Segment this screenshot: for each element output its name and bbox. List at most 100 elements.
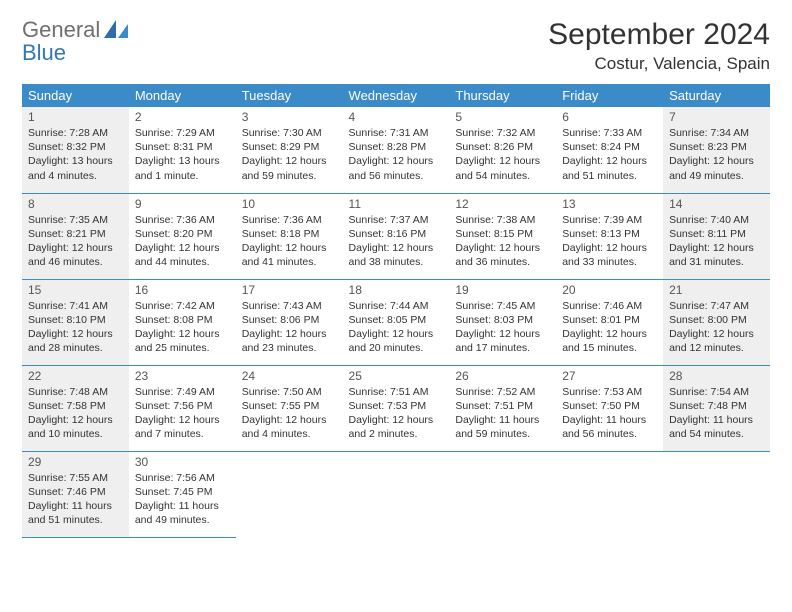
day-cell: 20Sunrise: 7:46 AMSunset: 8:01 PMDayligh… [556, 279, 663, 365]
day-text: Sunrise: 7:32 AMSunset: 8:26 PMDaylight:… [455, 126, 550, 183]
day-cell: 7 Sunrise: 7:34 AMSunset: 8:23 PMDaylight… [663, 107, 770, 193]
day-cell: 2Sunrise: 7:29 AMSunset: 8:31 PMDaylight… [129, 107, 236, 193]
day-cell: 25 Sunrise: 7:51 AMSunset: 7:53 PMDayligh… [343, 365, 450, 451]
day-cell: 3 Sunrise: 7:30 AMSunset: 8:29 PMDaylight… [236, 107, 343, 193]
location: Costur, Valencia, Spain [548, 54, 770, 74]
day-cell: 19Sunrise: 7:45 AMSunset: 8:03 PMDayligh… [449, 279, 556, 365]
day-cell: 26 Sunrise: 7:52 AMSunset: 7:51 PMDayligh… [449, 365, 556, 451]
week-row: 8 Sunrise: 7:35 AMSunset: 8:21 PMDaylight… [22, 193, 770, 279]
day-number: 3 [242, 110, 337, 124]
day-text: Sunrise: 7:37 AMSunset: 8:16 PMDaylight:… [349, 213, 444, 270]
day-cell: 21Sunrise: 7:47 AMSunset: 8:00 PMDayligh… [663, 279, 770, 365]
day-number: 16 [135, 283, 230, 297]
day-cell: 30 Sunrise: 7:56 AMSunset: 7:45 PMDayligh… [129, 451, 236, 537]
day-cell: 15 Sunrise: 7:41 AMSunset: 8:10 PMDayligh… [22, 279, 129, 365]
day-cell: 27Sunrise: 7:53 AMSunset: 7:50 PMDayligh… [556, 365, 663, 451]
day-cell: 18Sunrise: 7:44 AMSunset: 8:05 PMDayligh… [343, 279, 450, 365]
day-text: Sunrise: 7:31 AMSunset: 8:28 PMDaylight:… [349, 126, 444, 183]
day-cell: 12Sunrise: 7:38 AMSunset: 8:15 PMDayligh… [449, 193, 556, 279]
day-cell: 13 Sunrise: 7:39 AMSunset: 8:13 PMDayligh… [556, 193, 663, 279]
day-text: Sunrise: 7:48 AMSunset: 7:58 PMDaylight:… [28, 385, 123, 442]
header: General Blue September 2024 Costur, Vale… [22, 18, 770, 74]
day-number: 5 [455, 110, 550, 124]
logo: General Blue [22, 18, 130, 64]
day-number: 11 [349, 197, 444, 211]
day-text: Sunrise: 7:49 AMSunset: 7:56 PMDaylight:… [135, 385, 230, 442]
day-number: 28 [669, 369, 764, 383]
dow-row: SundayMondayTuesdayWednesdayThursdayFrid… [22, 84, 770, 107]
day-text: Sunrise: 7:34 AMSunset: 8:23 PMDaylight:… [669, 126, 764, 183]
day-text: Sunrise: 7:43 AMSunset: 8:06 PMDaylight:… [242, 299, 337, 356]
day-cell: 9 Sunrise: 7:36 AMSunset: 8:20 PMDaylight… [129, 193, 236, 279]
day-number: 22 [28, 369, 123, 383]
calendar-body: 1Sunrise: 7:28 AMSunset: 8:32 PMDaylight… [22, 107, 770, 537]
day-number: 15 [28, 283, 123, 297]
day-number: 7 [669, 110, 764, 124]
day-number: 8 [28, 197, 123, 211]
logo-text: General Blue [22, 18, 100, 64]
empty-cell [343, 451, 450, 537]
day-number: 9 [135, 197, 230, 211]
day-text: Sunrise: 7:51 AMSunset: 7:53 PMDaylight:… [349, 385, 444, 442]
empty-cell [663, 451, 770, 537]
day-number: 18 [349, 283, 444, 297]
day-cell: 4 Sunrise: 7:31 AMSunset: 8:28 PMDaylight… [343, 107, 450, 193]
day-text: Sunrise: 7:36 AMSunset: 8:18 PMDaylight:… [242, 213, 337, 270]
day-number: 2 [135, 110, 230, 124]
calendar-head: SundayMondayTuesdayWednesdayThursdayFrid… [22, 84, 770, 107]
day-text: Sunrise: 7:36 AMSunset: 8:20 PMDaylight:… [135, 213, 230, 270]
logo-sail-icon [102, 18, 130, 42]
dow-2: Tuesday [236, 84, 343, 107]
dow-0: Sunday [22, 84, 129, 107]
empty-cell [556, 451, 663, 537]
day-cell: 6Sunrise: 7:33 AMSunset: 8:24 PMDaylight… [556, 107, 663, 193]
day-text: Sunrise: 7:55 AMSunset: 7:46 PMDaylight:… [28, 471, 123, 528]
day-number: 4 [349, 110, 444, 124]
week-row: 1Sunrise: 7:28 AMSunset: 8:32 PMDaylight… [22, 107, 770, 193]
title-block: September 2024 Costur, Valencia, Spain [548, 18, 770, 74]
week-row: 15 Sunrise: 7:41 AMSunset: 8:10 PMDayligh… [22, 279, 770, 365]
day-number: 10 [242, 197, 337, 211]
day-cell: 24Sunrise: 7:50 AMSunset: 7:55 PMDayligh… [236, 365, 343, 451]
day-cell: 8 Sunrise: 7:35 AMSunset: 8:21 PMDaylight… [22, 193, 129, 279]
day-text: Sunrise: 7:30 AMSunset: 8:29 PMDaylight:… [242, 126, 337, 183]
day-number: 25 [349, 369, 444, 383]
day-number: 6 [562, 110, 657, 124]
day-text: Sunrise: 7:28 AMSunset: 8:32 PMDaylight:… [28, 126, 123, 183]
day-cell: 22 Sunrise: 7:48 AMSunset: 7:58 PMDayligh… [22, 365, 129, 451]
day-number: 12 [455, 197, 550, 211]
day-text: Sunrise: 7:46 AMSunset: 8:01 PMDaylight:… [562, 299, 657, 356]
week-row: 29 Sunrise: 7:55 AMSunset: 7:46 PMDayligh… [22, 451, 770, 537]
day-cell: 5 Sunrise: 7:32 AMSunset: 8:26 PMDaylight… [449, 107, 556, 193]
day-cell: 1Sunrise: 7:28 AMSunset: 8:32 PMDaylight… [22, 107, 129, 193]
day-number: 17 [242, 283, 337, 297]
day-number: 29 [28, 455, 123, 469]
day-text: Sunrise: 7:56 AMSunset: 7:45 PMDaylight:… [135, 471, 230, 528]
day-text: Sunrise: 7:52 AMSunset: 7:51 PMDaylight:… [455, 385, 550, 442]
day-text: Sunrise: 7:54 AMSunset: 7:48 PMDaylight:… [669, 385, 764, 442]
day-text: Sunrise: 7:42 AMSunset: 8:08 PMDaylight:… [135, 299, 230, 356]
day-text: Sunrise: 7:47 AMSunset: 8:00 PMDaylight:… [669, 299, 764, 356]
empty-cell [236, 451, 343, 537]
day-cell: 14Sunrise: 7:40 AMSunset: 8:11 PMDayligh… [663, 193, 770, 279]
dow-1: Monday [129, 84, 236, 107]
day-cell: 16 Sunrise: 7:42 AMSunset: 8:08 PMDayligh… [129, 279, 236, 365]
day-cell: 17 Sunrise: 7:43 AMSunset: 8:06 PMDayligh… [236, 279, 343, 365]
day-number: 26 [455, 369, 550, 383]
logo-line1: General [22, 17, 100, 42]
day-text: Sunrise: 7:41 AMSunset: 8:10 PMDaylight:… [28, 299, 123, 356]
day-number: 23 [135, 369, 230, 383]
day-cell: 29 Sunrise: 7:55 AMSunset: 7:46 PMDayligh… [22, 451, 129, 537]
day-number: 13 [562, 197, 657, 211]
day-cell: 28 Sunrise: 7:54 AMSunset: 7:48 PMDayligh… [663, 365, 770, 451]
day-text: Sunrise: 7:53 AMSunset: 7:50 PMDaylight:… [562, 385, 657, 442]
day-number: 30 [135, 455, 230, 469]
day-text: Sunrise: 7:45 AMSunset: 8:03 PMDaylight:… [455, 299, 550, 356]
day-text: Sunrise: 7:39 AMSunset: 8:13 PMDaylight:… [562, 213, 657, 270]
dow-4: Thursday [449, 84, 556, 107]
calendar-table: SundayMondayTuesdayWednesdayThursdayFrid… [22, 84, 770, 538]
dow-3: Wednesday [343, 84, 450, 107]
day-cell: 23 Sunrise: 7:49 AMSunset: 7:56 PMDayligh… [129, 365, 236, 451]
day-text: Sunrise: 7:35 AMSunset: 8:21 PMDaylight:… [28, 213, 123, 270]
day-cell: 11 Sunrise: 7:37 AMSunset: 8:16 PMDayligh… [343, 193, 450, 279]
